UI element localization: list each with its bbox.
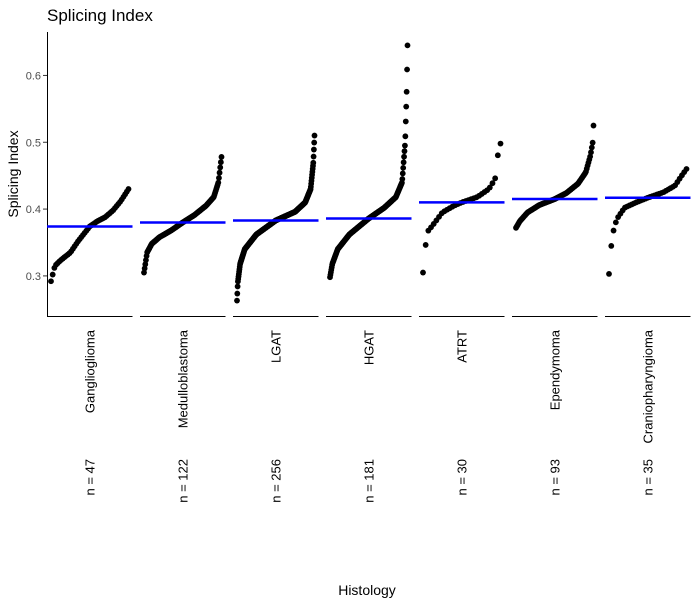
category-label: ATRT <box>454 330 469 363</box>
data-point <box>401 153 407 160</box>
data-point <box>401 148 408 155</box>
count-label: n = 35 <box>640 459 655 496</box>
count-label: n = 47 <box>82 459 97 496</box>
data-point <box>399 176 406 182</box>
plot-panels: Ganglioglioma n = 47 Medulloblastoma n = 12… <box>47 42 691 503</box>
data-point <box>310 159 317 166</box>
data-point <box>218 154 225 160</box>
data-point <box>606 271 612 277</box>
data-point <box>489 180 496 187</box>
data-point <box>402 133 409 140</box>
category-label: Ependymoma <box>547 329 562 410</box>
data-point <box>399 170 406 177</box>
count-label: n = 181 <box>361 459 376 503</box>
data-point <box>400 159 407 166</box>
data-point <box>217 164 224 171</box>
data-point <box>311 132 318 139</box>
panel-craniopharyngioma: Craniopharyngioma n = 35 <box>605 166 691 496</box>
data-point <box>216 175 222 181</box>
y-tick-label: 0.5 <box>26 137 41 149</box>
data-point <box>588 144 595 151</box>
panel-ependymoma: Ependymoma n = 93 <box>512 122 598 496</box>
panel-lgat: LGAT n = 256 <box>233 132 319 503</box>
data-point <box>402 142 408 149</box>
y-axis-label: Splicing Index <box>5 130 21 217</box>
data-point <box>589 139 596 146</box>
data-point <box>234 290 241 297</box>
data-point <box>590 122 597 129</box>
data-point <box>215 179 222 186</box>
data-point <box>403 88 410 95</box>
y-tick-label: 0.6 <box>26 70 41 82</box>
panel-medulloblastoma: Medulloblastoma n = 122 <box>140 154 226 503</box>
data-point <box>49 271 56 278</box>
y-axis-ticks: 0.3 0.4 0.5 0.6 <box>26 70 47 283</box>
data-point <box>420 269 426 276</box>
data-point <box>216 169 223 176</box>
panel-ganglioglioma: Ganglioglioma n = 47 <box>47 186 133 496</box>
data-point <box>403 103 410 110</box>
data-point <box>612 219 619 226</box>
data-point <box>310 146 317 153</box>
y-tick-label: 0.4 <box>26 204 41 216</box>
category-label: HGAT <box>361 330 376 365</box>
panel-atrt: ATRT n = 30 <box>419 140 505 496</box>
category-label: Craniopharyngioma <box>640 329 655 443</box>
data-point <box>217 159 224 166</box>
count-label: n = 122 <box>175 459 190 503</box>
count-label: n = 256 <box>268 459 283 503</box>
panel-hgat: HGAT n = 181 <box>326 42 412 503</box>
data-point <box>422 242 429 248</box>
data-point <box>234 283 241 290</box>
data-point <box>400 164 407 171</box>
data-point <box>492 175 499 182</box>
data-point <box>683 166 690 172</box>
category-label: Ganglioglioma <box>82 329 97 413</box>
x-axis-label: Histology <box>338 582 396 598</box>
data-point <box>608 242 615 249</box>
data-point <box>311 139 318 146</box>
data-point <box>486 184 493 191</box>
data-point <box>497 140 504 147</box>
data-point <box>588 149 594 156</box>
data-point <box>48 278 54 285</box>
count-label: n = 93 <box>547 459 562 496</box>
chart-title: Splicing Index <box>47 6 153 25</box>
data-point <box>310 153 317 160</box>
data-point <box>125 186 132 192</box>
category-label: Medulloblastoma <box>175 329 190 428</box>
data-point <box>404 66 410 73</box>
data-point <box>494 152 501 159</box>
data-point <box>610 227 617 234</box>
data-point <box>234 297 240 304</box>
category-label: LGAT <box>268 330 283 363</box>
data-point <box>404 42 411 49</box>
count-label: n = 30 <box>454 459 469 496</box>
data-point <box>402 118 409 125</box>
y-tick-label: 0.3 <box>26 271 41 283</box>
